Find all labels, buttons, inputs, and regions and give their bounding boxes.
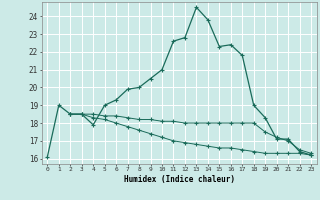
- X-axis label: Humidex (Indice chaleur): Humidex (Indice chaleur): [124, 175, 235, 184]
